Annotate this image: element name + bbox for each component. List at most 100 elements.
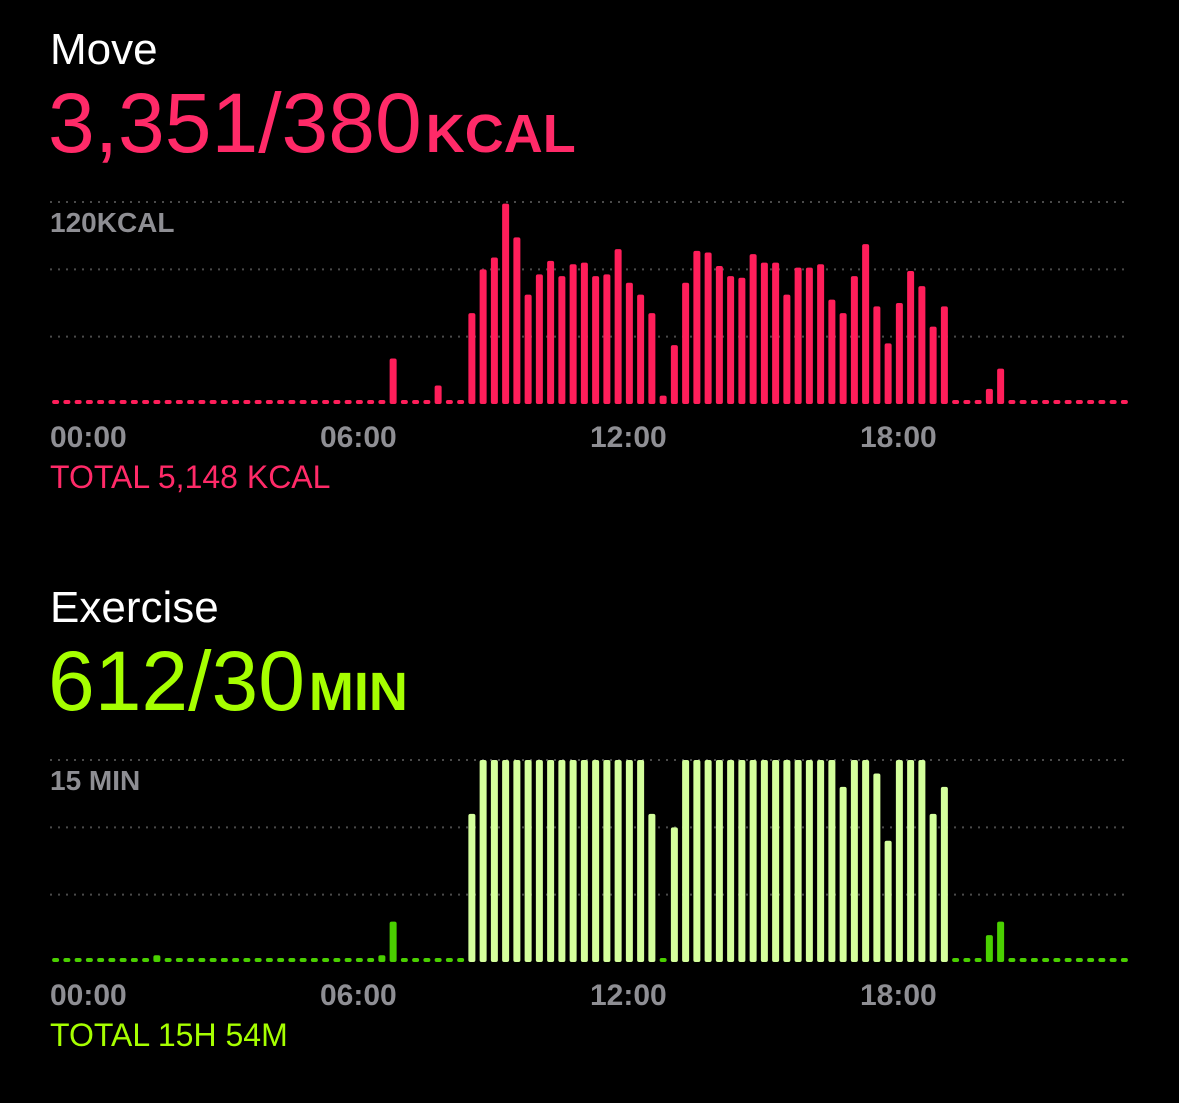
x-tick-label: 18:00 — [860, 979, 937, 1012]
bar — [974, 400, 982, 404]
bar — [603, 760, 611, 962]
panel-summary: 3,351/380KCAL — [48, 76, 576, 170]
bar — [558, 760, 566, 962]
bar — [97, 958, 105, 962]
bar — [614, 760, 622, 962]
bar — [400, 400, 408, 404]
bar — [434, 958, 442, 962]
bar — [1075, 958, 1083, 962]
y-tick-label: 120KCAL — [50, 207, 174, 238]
panel-title: Move — [50, 25, 158, 74]
bar — [895, 303, 903, 404]
panel-total: TOTAL 5,148 KCAL — [50, 459, 330, 495]
bar — [873, 773, 881, 962]
bar — [1109, 958, 1117, 962]
bar — [322, 400, 330, 404]
bar — [400, 958, 408, 962]
bar — [232, 400, 240, 404]
bar — [749, 254, 757, 404]
bar — [198, 400, 206, 404]
bar — [749, 760, 757, 962]
bar — [142, 958, 150, 962]
bar — [513, 237, 521, 404]
bar — [760, 760, 768, 962]
bar — [693, 250, 701, 404]
bar — [333, 958, 341, 962]
panel-summary: 612/30MIN — [48, 634, 408, 728]
bar — [940, 786, 948, 962]
bar — [704, 760, 712, 962]
bar — [547, 260, 555, 404]
panel-total: TOTAL 15H 54M — [50, 1017, 288, 1053]
bar — [490, 760, 498, 962]
y-tick-label: 15 MIN — [50, 765, 140, 796]
bar — [457, 400, 465, 404]
bar — [1019, 958, 1027, 962]
bar — [997, 921, 1005, 962]
bar — [918, 760, 926, 962]
bar — [862, 244, 870, 404]
bar — [85, 400, 93, 404]
bar — [963, 958, 971, 962]
bar — [108, 400, 116, 404]
bar — [535, 760, 543, 962]
bar — [254, 958, 262, 962]
bar — [873, 306, 881, 404]
bar — [637, 294, 645, 404]
bar — [423, 400, 431, 404]
bar — [772, 760, 780, 962]
bar — [1064, 958, 1072, 962]
bar — [580, 760, 588, 962]
bar — [277, 400, 285, 404]
bar — [479, 269, 487, 404]
bar — [490, 257, 498, 404]
x-tick-label: 12:00 — [590, 979, 667, 1012]
bar — [198, 958, 206, 962]
bar — [389, 358, 397, 404]
bar — [794, 760, 802, 962]
bar — [232, 958, 240, 962]
bar — [412, 958, 420, 962]
bar — [817, 264, 825, 404]
bar — [1008, 400, 1016, 404]
x-tick-label: 06:00 — [320, 979, 397, 1012]
bar — [130, 958, 138, 962]
bar — [985, 388, 993, 404]
bar — [333, 400, 341, 404]
bar — [209, 400, 217, 404]
bar — [884, 343, 892, 404]
bar — [592, 760, 600, 962]
summary-unit: KCAL — [426, 104, 576, 164]
bar — [704, 252, 712, 404]
bar — [1019, 400, 1027, 404]
bar — [884, 840, 892, 962]
bar — [74, 400, 82, 404]
bar — [63, 400, 71, 404]
bar — [772, 262, 780, 404]
bar — [1075, 400, 1083, 404]
bar — [378, 400, 386, 404]
bar — [670, 827, 678, 962]
bar — [828, 760, 836, 962]
bar — [547, 760, 555, 962]
x-tick-label: 18:00 — [860, 421, 937, 454]
bar — [243, 400, 251, 404]
bar — [1120, 958, 1128, 962]
bar — [1042, 958, 1050, 962]
bar — [918, 286, 926, 404]
bar — [1120, 400, 1128, 404]
bar — [468, 313, 476, 404]
bar — [963, 400, 971, 404]
bar — [367, 400, 375, 404]
bar — [153, 400, 161, 404]
bar — [862, 760, 870, 962]
bar — [940, 306, 948, 404]
bar — [1064, 400, 1072, 404]
bar — [479, 760, 487, 962]
summary-value: 612/30 — [48, 634, 305, 728]
bar — [524, 760, 532, 962]
bar — [164, 400, 172, 404]
bar — [153, 955, 161, 962]
